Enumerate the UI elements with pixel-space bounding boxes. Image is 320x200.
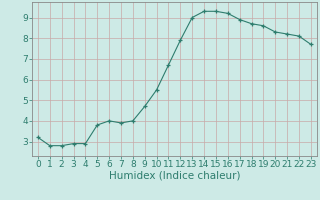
- X-axis label: Humidex (Indice chaleur): Humidex (Indice chaleur): [109, 171, 240, 181]
